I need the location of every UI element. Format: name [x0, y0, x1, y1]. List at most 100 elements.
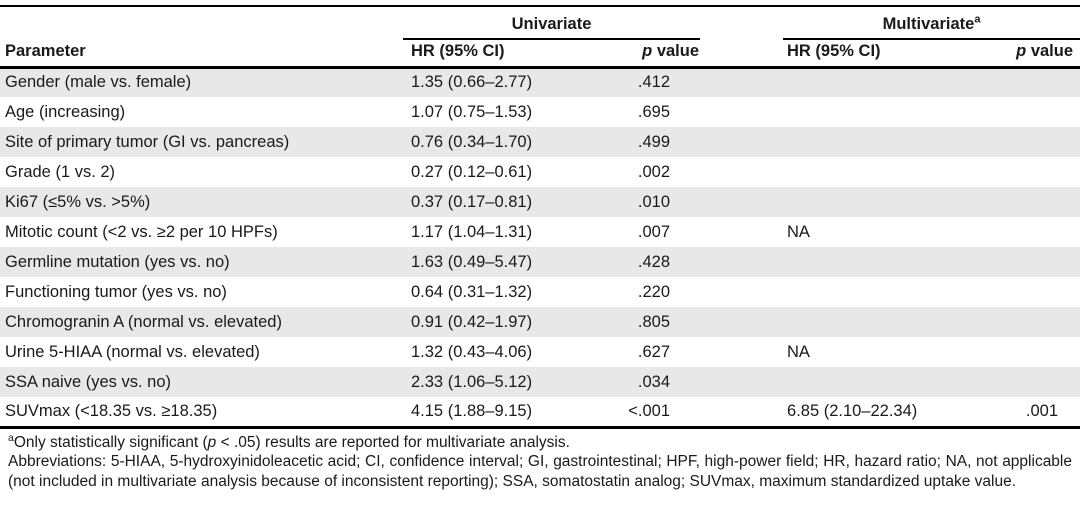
- paper-table-page: Univariate Multivariatea Parameter HR (9…: [0, 5, 1080, 491]
- univariate-hr-cell: 0.27 (0.12–0.61): [411, 162, 533, 181]
- parameter-cell: SUVmax (<18.35 vs. ≥18.35): [5, 401, 218, 420]
- univariate-hr-cell: 1.32 (0.43–4.06): [411, 342, 533, 361]
- univariate-p-cell: .805: [637, 312, 671, 331]
- multivariate-hr-cell: 6.85 (2.10–22.34): [787, 401, 918, 420]
- univariate-group-header: Univariate: [403, 6, 701, 40]
- table-row: SUVmax (<18.35 vs. ≥18.35) 4.15 (1.88–9.1…: [0, 397, 1080, 427]
- row-gap-cell: [700, 307, 783, 337]
- multivariate-p-cell: [933, 337, 1080, 367]
- univariate-hr-cell: 0.37 (0.17–0.81): [411, 192, 533, 211]
- multivariate-p-column-header: p value: [933, 39, 1080, 69]
- table-body: Gender (male vs. female) 1.35 (0.66–2.77)…: [0, 67, 1080, 427]
- multivariate-hr-cell: [783, 157, 933, 187]
- table-row: Site of primary tumor (GI vs. pancreas) 0…: [0, 127, 1080, 157]
- multivariate-hr-cell: [783, 97, 933, 127]
- row-gap-cell: [700, 127, 783, 157]
- table-row: Germline mutation (yes vs. no) 1.63 (0.49…: [0, 247, 1080, 277]
- parameter-cell: Age (increasing): [5, 102, 126, 121]
- p-rest: value: [652, 41, 700, 60]
- univariate-hr-cell: 0.91 (0.42–1.97): [411, 312, 533, 331]
- significance-text-post: < .05) results are reported for multivar…: [216, 433, 570, 451]
- multivariate-p-cell: [933, 187, 1080, 217]
- multivariate-footnote-marker: a: [974, 13, 981, 25]
- univariate-p-cell: .412: [637, 73, 671, 92]
- table-row: Gender (male vs. female) 1.35 (0.66–2.77)…: [0, 67, 1080, 97]
- footnote-marker: a: [8, 431, 14, 444]
- parameter-cell: Chromogranin A (normal vs. elevated): [5, 312, 282, 331]
- univariate-p-cell: .010: [637, 192, 671, 211]
- p-rest: value: [1026, 41, 1074, 60]
- row-gap-cell: [700, 247, 783, 277]
- table-row: Chromogranin A (normal vs. elevated) 0.91…: [0, 307, 1080, 337]
- row-gap-cell: [700, 277, 783, 307]
- univariate-hr-cell: 1.63 (0.49–5.47): [411, 252, 533, 271]
- multivariate-p-cell: [933, 67, 1080, 97]
- multivariate-p-cell: [933, 127, 1080, 157]
- univariate-p-cell: .627: [637, 342, 671, 361]
- table-row: Ki67 (≤5% vs. >5%) 0.37 (0.17–0.81) .010: [0, 187, 1080, 217]
- row-gap-cell: [700, 157, 783, 187]
- univariate-p-column-header: p value: [560, 39, 701, 69]
- univariate-hr-cell: 1.07 (0.75–1.53): [411, 102, 533, 121]
- univariate-p-cell: .002: [637, 162, 671, 181]
- parameter-cell: Functioning tumor (yes vs. no): [5, 282, 227, 301]
- univariate-label: Univariate: [511, 14, 592, 33]
- multivariate-p-cell: [933, 97, 1080, 127]
- multivariate-p-cell: [933, 277, 1080, 307]
- table-row: SSA naive (yes vs. no) 2.33 (1.06–5.12) .0…: [0, 367, 1080, 397]
- row-gap-cell: [700, 367, 783, 397]
- row-gap-cell: [700, 187, 783, 217]
- group-gap-cell: [700, 6, 783, 39]
- multivariate-hr-cell: NA: [787, 222, 810, 241]
- multivariate-p-cell: .001: [1025, 401, 1059, 420]
- cox-regression-table: Univariate Multivariatea Parameter HR (9…: [0, 5, 1080, 429]
- univariate-hr-cell: 0.64 (0.31–1.32): [411, 282, 533, 301]
- row-gap-cell: [700, 337, 783, 367]
- univariate-p-cell: .034: [637, 372, 671, 391]
- multivariate-hr-cell: [783, 127, 933, 157]
- univariate-p-cell: .007: [637, 222, 671, 241]
- multivariate-hr-cell: [783, 247, 933, 277]
- multivariate-hr-column-header: HR (95% CI): [783, 39, 934, 69]
- multivariate-p-cell: [933, 247, 1080, 277]
- table-row: Age (increasing) 1.07 (0.75–1.53) .695: [0, 97, 1080, 127]
- univariate-p-cell: <.001: [628, 401, 671, 420]
- univariate-hr-cell: 0.76 (0.34–1.70): [411, 132, 533, 151]
- parameter-cell: Urine 5-HIAA (normal vs. elevated): [5, 342, 260, 361]
- parameter-cell: Grade (1 vs. 2): [5, 162, 116, 181]
- multivariate-label: Multivariate: [882, 14, 975, 33]
- table-row: Mitotic count (<2 vs. ≥2 per 10 HPFs) 1.1…: [0, 217, 1080, 247]
- significance-footnote: aOnly statistically significant (p < .05…: [8, 431, 1072, 453]
- multivariate-hr-cell: [783, 367, 933, 397]
- row-gap-cell: [700, 397, 783, 427]
- group-header-row: Univariate Multivariatea: [0, 6, 1080, 40]
- row-gap-cell: [700, 97, 783, 127]
- row-gap-cell: [700, 67, 783, 97]
- multivariate-hr-cell: [783, 67, 933, 97]
- column-header-row: Parameter HR (95% CI) p value HR (95% CI…: [0, 39, 1080, 69]
- univariate-p-cell: .695: [637, 102, 671, 121]
- univariate-hr-cell: 2.33 (1.06–5.12): [411, 372, 533, 391]
- univariate-p-cell: .428: [637, 252, 671, 271]
- abbreviations-footnote: Abbreviations: 5-HIAA, 5-hydroxyinidolea…: [8, 453, 1072, 490]
- parameter-cell: SSA naive (yes vs. no): [5, 372, 171, 391]
- parameter-column-header: Parameter: [0, 39, 403, 69]
- multivariate-group-header: Multivariatea: [783, 6, 1080, 40]
- multivariate-p-cell: [933, 157, 1080, 187]
- table-row: Functioning tumor (yes vs. no) 0.64 (0.31…: [0, 277, 1080, 307]
- parameter-cell: Germline mutation (yes vs. no): [5, 252, 230, 271]
- univariate-hr-column-header: HR (95% CI): [403, 39, 560, 69]
- parameter-cell: Gender (male vs. female): [5, 73, 192, 92]
- multivariate-p-cell: [933, 217, 1080, 247]
- table-row: Urine 5-HIAA (normal vs. elevated) 1.32 (…: [0, 337, 1080, 367]
- multivariate-hr-cell: [783, 187, 933, 217]
- row-gap-cell: [700, 217, 783, 247]
- parameter-cell: Site of primary tumor (GI vs. pancreas): [5, 132, 290, 151]
- univariate-hr-cell: 1.17 (1.04–1.31): [411, 222, 533, 241]
- p-italic: p: [207, 433, 217, 451]
- univariate-hr-cell: 4.15 (1.88–9.15): [411, 401, 533, 420]
- parameter-cell: Mitotic count (<2 vs. ≥2 per 10 HPFs): [5, 222, 278, 241]
- multivariate-hr-cell: [783, 277, 933, 307]
- multivariate-hr-cell: NA: [787, 342, 810, 361]
- univariate-p-cell: .499: [637, 132, 671, 151]
